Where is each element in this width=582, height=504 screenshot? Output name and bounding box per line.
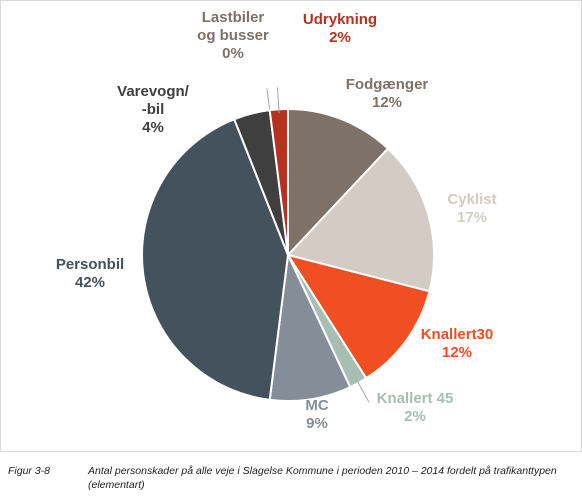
- pie-label-mc: MC 9%: [305, 397, 328, 432]
- pie-slice-personbil: [141, 117, 290, 401]
- pie-chart: Fodgænger 12% Cyklist 17% Knallert30 12% Knall…: [56, 9, 497, 432]
- leader-line-knallert-45: [355, 379, 370, 403]
- pie-label-knallert30: Knallert30 12%: [421, 326, 494, 361]
- pie-slice-knallert30: [285, 253, 431, 380]
- leader-line-udrykning: [276, 87, 280, 114]
- pie-slice-mc: [268, 251, 352, 402]
- pie-slice-cyklist: [286, 147, 435, 293]
- pie-label-udrykning: Udrykning 2%: [303, 11, 377, 46]
- chart-frame: Fodgænger 12% Cyklist 17% Knallert30 12% Knall…: [0, 0, 582, 452]
- caption-figure-number: Figur 3-8: [8, 465, 51, 477]
- pie-label-lastbiler-og-busser: Lastbiler og busser 0%: [197, 9, 269, 62]
- caption-text: Antal personskader på alle veje i Slagel…: [88, 465, 557, 491]
- pie-slice-fodgænger: [287, 107, 390, 258]
- pie-label-fodgænger: Fodgænger 12%: [346, 76, 429, 111]
- pie-label-varevogn-bil: Varevogn/-bil 4%: [117, 83, 190, 136]
- pie-label-cyklist: Cyklist 17%: [447, 191, 496, 226]
- pie-label-personbil: Personbil 42%: [56, 256, 124, 291]
- pie-label-knallert-45: Knallert 45 2%: [377, 390, 454, 425]
